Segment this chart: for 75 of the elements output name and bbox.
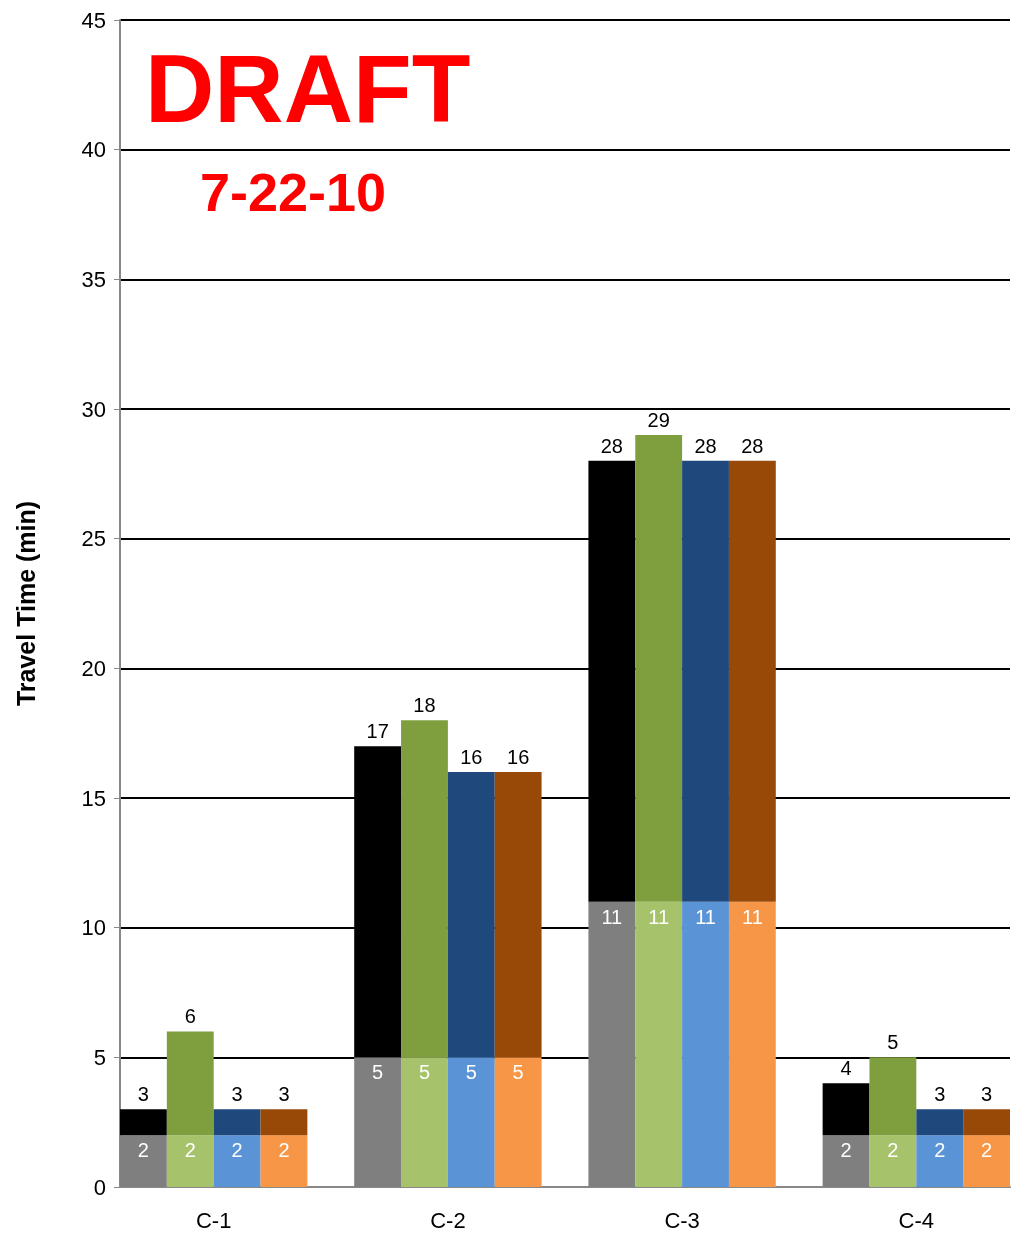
total-label: 4 — [840, 1057, 852, 1080]
data-label: 5 — [465, 1061, 477, 1084]
bar — [494, 1057, 542, 1187]
bar — [401, 720, 448, 1058]
data-label: 2 — [278, 1139, 290, 1162]
y-tick-label: 15 — [81, 785, 106, 811]
data-label: 5 — [372, 1061, 384, 1084]
total-label: 17 — [366, 720, 389, 743]
y-tick-label: 30 — [81, 396, 106, 422]
data-label: 2 — [231, 1139, 243, 1162]
y-tick-label: 5 — [93, 1044, 106, 1070]
bar — [447, 1057, 495, 1187]
bar — [869, 1135, 917, 1187]
data-label: 2 — [887, 1139, 899, 1162]
y-tick-label: 35 — [81, 266, 106, 292]
total-label: 29 — [647, 408, 670, 431]
total-label: 6 — [184, 1005, 196, 1028]
total-label: 16 — [460, 746, 483, 769]
total-label: 18 — [413, 694, 436, 717]
bar — [869, 1057, 917, 1136]
bar — [635, 901, 683, 1187]
data-label: 11 — [601, 905, 623, 928]
bar — [447, 772, 495, 1058]
total-label: 28 — [741, 434, 764, 457]
data-label: 2 — [137, 1139, 149, 1162]
bar — [260, 1109, 308, 1136]
total-label: 3 — [231, 1083, 243, 1106]
bar — [120, 1109, 167, 1136]
bar — [963, 1135, 1010, 1187]
bar — [682, 460, 729, 902]
y-tick-label: 40 — [81, 137, 106, 163]
bar — [401, 1057, 448, 1187]
bar — [728, 460, 776, 902]
data-label: 5 — [418, 1061, 431, 1084]
bar — [916, 1135, 964, 1187]
total-label: 16 — [507, 746, 530, 769]
bar — [963, 1109, 1010, 1136]
y-tick-label: 45 — [81, 7, 106, 33]
total-label: 28 — [694, 434, 717, 457]
annotation: 7-22-10 — [200, 162, 387, 222]
text: C-4 — [898, 1207, 935, 1233]
total-label: 3 — [981, 1083, 993, 1106]
bar — [635, 434, 683, 902]
data-label: 11 — [741, 905, 763, 928]
bar — [494, 772, 542, 1058]
total-label: 3 — [278, 1083, 290, 1106]
data-label: 2 — [840, 1139, 852, 1162]
annotation: DRAFT — [145, 34, 471, 142]
total-label: 5 — [887, 1031, 899, 1054]
bar — [728, 901, 776, 1187]
y-tick-label: 10 — [81, 915, 106, 941]
total-label: 3 — [934, 1083, 946, 1106]
bar — [213, 1135, 261, 1187]
data-label: 11 — [695, 905, 716, 928]
y-tick-label: 0 — [93, 1174, 106, 1200]
y-tick-label: 25 — [81, 526, 106, 552]
y-axis-title: Travel Time (min) — [11, 500, 40, 707]
text: C-1 — [195, 1207, 232, 1233]
data-label: 2 — [981, 1139, 993, 1162]
data-label: 2 — [184, 1139, 196, 1162]
total-label: 28 — [600, 434, 623, 457]
bar — [213, 1109, 261, 1136]
text: C-3 — [664, 1207, 700, 1233]
data-label: 2 — [934, 1139, 946, 1162]
y-tick-label: 20 — [81, 655, 106, 681]
bar — [260, 1135, 308, 1187]
total-label: 3 — [137, 1083, 149, 1106]
bar — [916, 1109, 964, 1136]
bar — [166, 1031, 214, 1136]
data-label: 11 — [648, 905, 670, 928]
bar — [166, 1135, 214, 1187]
bar — [822, 1083, 870, 1136]
bar — [682, 901, 729, 1187]
data-label: 5 — [512, 1061, 524, 1084]
text: C-2 — [430, 1207, 466, 1233]
